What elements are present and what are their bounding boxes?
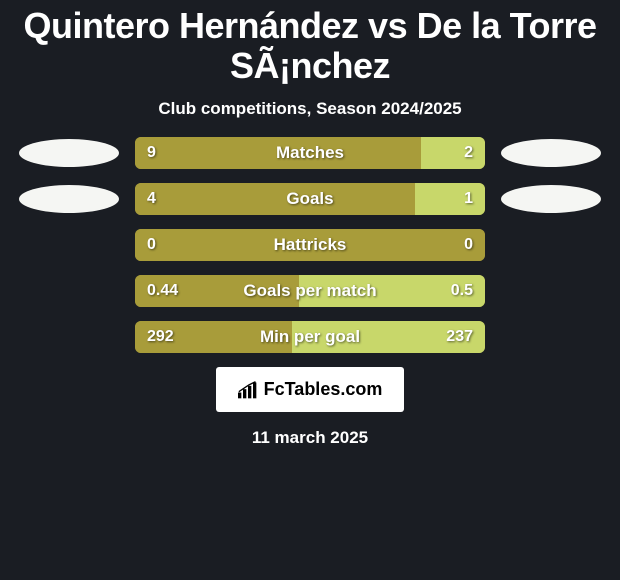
- stat-value-right: 1: [464, 183, 473, 215]
- bar-segment-left: [135, 183, 415, 215]
- player-right-marker: [501, 139, 601, 167]
- stat-value-left: 292: [147, 321, 174, 353]
- stat-value-right: 0.5: [451, 275, 473, 307]
- spacer: [19, 323, 119, 351]
- subtitle: Club competitions, Season 2024/2025: [0, 87, 620, 137]
- stat-bar: 92Matches: [135, 137, 485, 169]
- spacer: [501, 277, 601, 305]
- footer: FcTables.com 11 march 2025: [0, 367, 620, 448]
- stat-bar: 0.440.5Goals per match: [135, 275, 485, 307]
- player-left-marker: [19, 185, 119, 213]
- stat-value-left: 0: [147, 229, 156, 261]
- stat-bar: 00Hattricks: [135, 229, 485, 261]
- stat-row: 292237Min per goal: [8, 321, 612, 353]
- spacer: [501, 323, 601, 351]
- bar-segment-right: [415, 183, 485, 215]
- stat-value-right: 237: [446, 321, 473, 353]
- bar-segment-right: [421, 137, 485, 169]
- player-right-marker: [501, 185, 601, 213]
- spacer: [501, 231, 601, 259]
- brand-label: FcTables.com: [264, 379, 383, 400]
- stat-value-right: 2: [464, 137, 473, 169]
- stat-value-left: 9: [147, 137, 156, 169]
- spacer: [19, 231, 119, 259]
- date-label: 11 march 2025: [0, 428, 620, 448]
- bar-segment-left: [135, 137, 421, 169]
- stat-bar: 41Goals: [135, 183, 485, 215]
- stat-bar: 292237Min per goal: [135, 321, 485, 353]
- chart-area: 92Matches41Goals00Hattricks0.440.5Goals …: [0, 137, 620, 353]
- bar-segment-left: [135, 229, 485, 261]
- stat-row: 41Goals: [8, 183, 612, 215]
- stat-value-right: 0: [464, 229, 473, 261]
- brand-badge: FcTables.com: [216, 367, 405, 412]
- stat-row: 00Hattricks: [8, 229, 612, 261]
- comparison-infographic: Quintero Hernández vs De la Torre SÃ¡nch…: [0, 0, 620, 448]
- page-title: Quintero Hernández vs De la Torre SÃ¡nch…: [0, 0, 620, 87]
- stat-row: 0.440.5Goals per match: [8, 275, 612, 307]
- stat-value-left: 4: [147, 183, 156, 215]
- stat-value-left: 0.44: [147, 275, 178, 307]
- player-left-marker: [19, 139, 119, 167]
- spacer: [19, 277, 119, 305]
- stat-row: 92Matches: [8, 137, 612, 169]
- bar-chart-icon: [238, 381, 258, 399]
